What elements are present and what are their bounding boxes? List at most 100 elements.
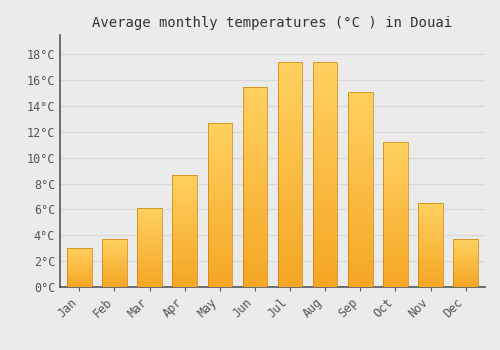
Bar bbox=[208, 264, 232, 266]
Bar bbox=[208, 231, 232, 233]
Bar bbox=[242, 149, 267, 151]
Bar bbox=[313, 112, 338, 114]
Bar bbox=[348, 277, 372, 279]
Bar bbox=[67, 285, 92, 286]
Bar bbox=[138, 220, 162, 221]
Bar bbox=[383, 152, 407, 154]
Bar bbox=[208, 166, 232, 167]
Bar bbox=[383, 183, 407, 184]
Bar bbox=[418, 272, 443, 273]
Bar bbox=[348, 113, 372, 115]
Bar bbox=[138, 283, 162, 284]
Bar bbox=[313, 249, 338, 251]
Bar bbox=[67, 270, 92, 271]
Bar bbox=[208, 203, 232, 205]
Bar bbox=[102, 268, 126, 269]
Bar bbox=[242, 157, 267, 159]
Bar bbox=[138, 218, 162, 219]
Bar bbox=[313, 172, 338, 175]
Bar bbox=[172, 257, 197, 258]
Bar bbox=[348, 279, 372, 281]
Bar bbox=[278, 150, 302, 152]
Bar bbox=[348, 266, 372, 267]
Bar bbox=[278, 87, 302, 89]
Bar bbox=[383, 174, 407, 176]
Bar bbox=[383, 262, 407, 264]
Bar bbox=[278, 168, 302, 170]
Bar bbox=[278, 103, 302, 105]
Bar bbox=[208, 159, 232, 161]
Bar bbox=[278, 163, 302, 166]
Bar bbox=[172, 280, 197, 281]
Bar bbox=[383, 142, 407, 144]
Bar bbox=[348, 102, 372, 104]
Bar bbox=[313, 244, 338, 246]
Bar bbox=[278, 267, 302, 269]
Bar bbox=[278, 276, 302, 278]
Bar bbox=[348, 96, 372, 98]
Bar bbox=[278, 240, 302, 242]
Bar bbox=[383, 184, 407, 186]
Bar bbox=[383, 232, 407, 233]
Bar bbox=[348, 174, 372, 176]
Bar bbox=[208, 206, 232, 208]
Bar bbox=[208, 208, 232, 210]
Bar bbox=[67, 269, 92, 270]
Bar bbox=[383, 261, 407, 262]
Bar bbox=[102, 240, 126, 241]
Bar bbox=[208, 169, 232, 170]
Bar bbox=[242, 253, 267, 255]
Bar bbox=[138, 282, 162, 283]
Bar bbox=[418, 270, 443, 271]
Bar bbox=[208, 256, 232, 258]
Bar bbox=[454, 282, 478, 283]
Bar bbox=[138, 224, 162, 225]
Bar bbox=[454, 239, 478, 287]
Bar bbox=[172, 219, 197, 220]
Bar bbox=[383, 268, 407, 270]
Bar bbox=[418, 278, 443, 279]
Bar bbox=[454, 240, 478, 241]
Bar bbox=[138, 210, 162, 211]
Bar bbox=[208, 246, 232, 247]
Bar bbox=[172, 239, 197, 240]
Bar bbox=[383, 255, 407, 257]
Bar bbox=[172, 216, 197, 217]
Bar bbox=[102, 269, 126, 270]
Bar bbox=[348, 147, 372, 148]
Bar bbox=[348, 271, 372, 273]
Bar bbox=[383, 181, 407, 183]
Bar bbox=[67, 253, 92, 254]
Bar bbox=[278, 213, 302, 215]
Bar bbox=[454, 276, 478, 277]
Bar bbox=[208, 136, 232, 138]
Bar bbox=[418, 281, 443, 282]
Bar bbox=[242, 135, 267, 137]
Bar bbox=[242, 99, 267, 101]
Bar bbox=[242, 261, 267, 263]
Bar bbox=[208, 123, 232, 287]
Bar bbox=[172, 226, 197, 228]
Bar bbox=[383, 142, 407, 287]
Bar bbox=[348, 238, 372, 240]
Bar bbox=[348, 229, 372, 230]
Bar bbox=[242, 267, 267, 269]
Bar bbox=[208, 275, 232, 277]
Bar bbox=[172, 186, 197, 187]
Bar bbox=[242, 181, 267, 183]
Bar bbox=[242, 123, 267, 125]
Bar bbox=[348, 188, 372, 189]
Bar bbox=[383, 245, 407, 246]
Bar bbox=[278, 132, 302, 134]
Bar bbox=[242, 189, 267, 191]
Bar bbox=[348, 254, 372, 256]
Bar bbox=[208, 123, 232, 125]
Bar bbox=[313, 85, 338, 87]
Bar bbox=[172, 222, 197, 223]
Bar bbox=[454, 260, 478, 261]
Bar bbox=[383, 206, 407, 208]
Bar bbox=[208, 161, 232, 162]
Bar bbox=[242, 255, 267, 257]
Bar bbox=[242, 159, 267, 161]
Bar bbox=[418, 245, 443, 246]
